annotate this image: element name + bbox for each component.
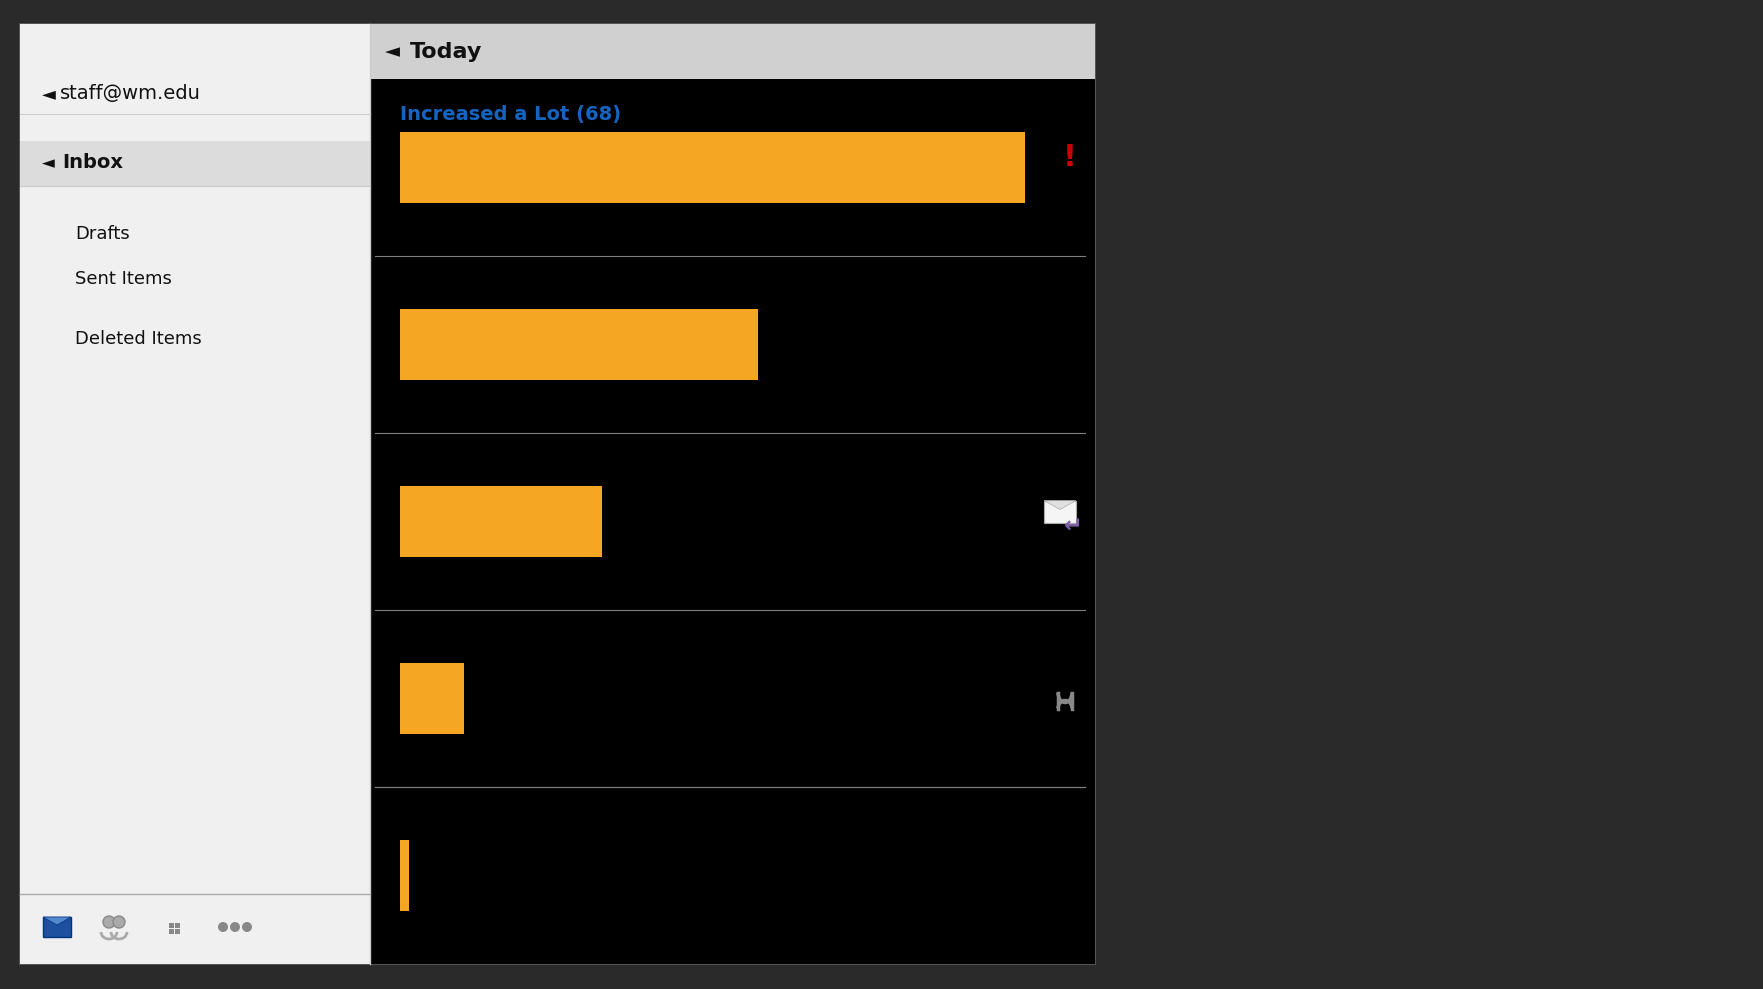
Text: Sent Items: Sent Items (76, 270, 171, 288)
Bar (400, 310, 758, 380)
Text: ◄: ◄ (42, 154, 55, 172)
Bar (400, 663, 464, 734)
Bar (19, 894, 370, 964)
Polygon shape (42, 917, 71, 925)
Bar (19, 141, 370, 186)
Bar (19, 24, 370, 964)
Bar (400, 487, 603, 557)
Bar (1044, 500, 1075, 522)
Text: Drafts: Drafts (76, 225, 130, 243)
Text: Deleted Items: Deleted Items (76, 330, 201, 348)
Bar (370, 24, 1095, 964)
Circle shape (242, 922, 252, 932)
Text: Increased a Lot (68): Increased a Lot (68) (400, 105, 621, 124)
Polygon shape (1044, 500, 1075, 509)
Circle shape (229, 922, 240, 932)
Bar (169, 929, 173, 934)
Text: ◄: ◄ (42, 85, 56, 103)
Bar (400, 133, 1024, 203)
Circle shape (219, 922, 227, 932)
Text: Today: Today (411, 42, 483, 61)
Bar (175, 929, 180, 934)
Circle shape (102, 916, 115, 928)
Bar (400, 840, 409, 911)
Bar (370, 24, 1095, 79)
Text: ◄: ◄ (384, 42, 400, 61)
Text: Inbox: Inbox (62, 153, 123, 172)
FancyBboxPatch shape (42, 917, 71, 937)
Text: !: ! (1063, 143, 1077, 172)
Bar (169, 923, 173, 928)
Text: staff@wm.edu: staff@wm.edu (60, 84, 201, 104)
Circle shape (113, 916, 125, 928)
Bar (175, 923, 180, 928)
Text: ↵: ↵ (1063, 515, 1082, 535)
Bar (19, 24, 1095, 964)
